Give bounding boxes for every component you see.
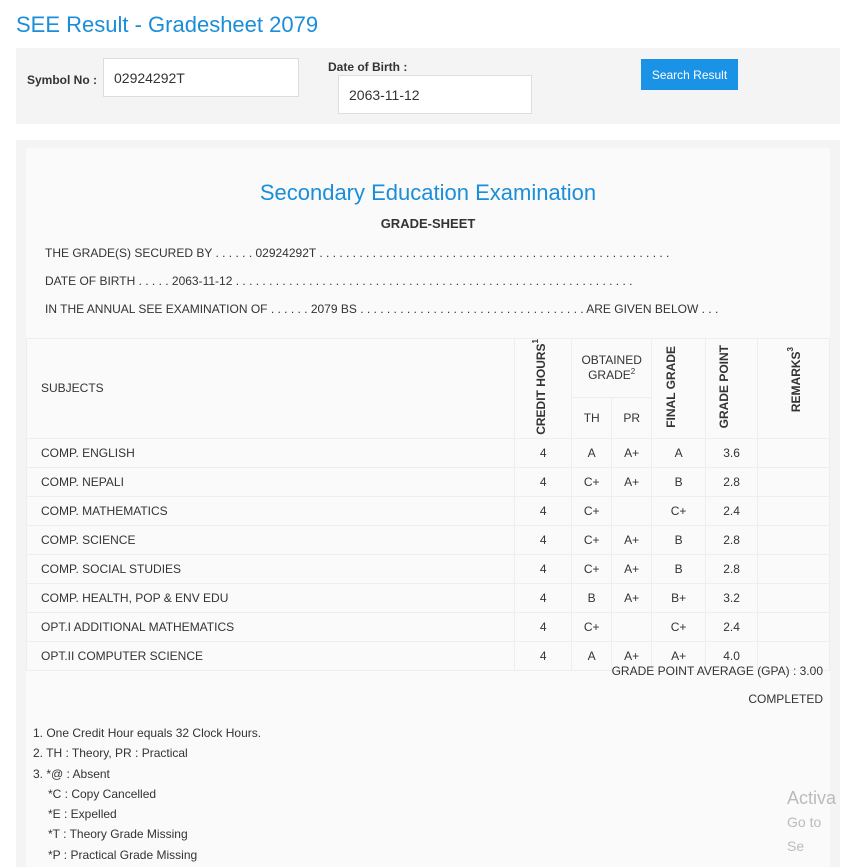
header-obtained-grade: OBTAINED GRADE2 (571, 338, 653, 398)
secured-by-line: THE GRADE(S) SECURED BY . . . . . . 0292… (45, 246, 670, 260)
cell-subject: OPT.II COMPUTER SCIENCE (25, 640, 516, 671)
gpa: GRADE POINT AVERAGE (GPA) : 3.00 (611, 664, 823, 678)
cell-credit: 4 (514, 611, 573, 642)
cell-final: B (651, 466, 707, 497)
footnote: 2. TH : Theory, PR : Practical (33, 746, 188, 761)
cell-subject: OPT.I ADDITIONAL MATHEMATICS (25, 611, 516, 642)
cell-final: C+ (651, 495, 707, 526)
cell-final: B (651, 524, 707, 555)
header-pr: PR (611, 396, 653, 439)
cell-credit: 4 (514, 437, 573, 468)
table-row: COMP. SCIENCE 4 C+ A+ B 2.8 (25, 524, 830, 555)
cell-pr: A+ (611, 582, 653, 613)
cell-pr: A+ (611, 524, 653, 555)
cell-th: B (571, 582, 613, 613)
footnote: *T : Theory Grade Missing (48, 827, 188, 842)
footnote: *C : Copy Cancelled (48, 786, 157, 801)
cell-th: A (571, 640, 613, 671)
footnote: 3. *@ : Absent (33, 766, 110, 781)
cell-pr: A+ (611, 553, 653, 584)
cell-pr: A+ (611, 640, 653, 671)
exam-title: Secondary Education Examination (259, 180, 597, 205)
footnote: *E : Expelled (48, 807, 117, 822)
cell-credit: 4 (514, 582, 573, 613)
symbol-label: Symbol No : (27, 73, 98, 87)
cell-th: C+ (571, 495, 613, 526)
cell-point: 2.8 (705, 466, 759, 497)
cell-remarks (757, 582, 830, 613)
header-grade-point: GRADE POINT (705, 338, 759, 439)
dob-input[interactable]: 2063-11-12 (338, 75, 532, 114)
cell-subject: COMP. NEPALI (25, 466, 516, 497)
watermark-line: Go to Se (787, 814, 822, 854)
header-final-grade: FINAL GRADE (651, 338, 707, 439)
dob-line: DATE OF BIRTH . . . . . 2063-11-12 . . .… (45, 274, 633, 288)
footnote: 1. One Credit Hour equals 32 Clock Hours… (33, 726, 262, 740)
cell-point: 4.0 (705, 640, 759, 671)
header-th: TH (571, 396, 613, 439)
cell-credit: 4 (514, 524, 573, 555)
grade-sheet-heading: GRADE-SHEET (380, 216, 476, 231)
cell-point: 2.4 (705, 495, 759, 526)
exam-line: IN THE ANNUAL SEE EXAMINATION OF . . . .… (45, 302, 719, 316)
cell-pr (611, 495, 653, 526)
header-credit-hours: CREDIT HOURS1 (514, 338, 573, 439)
cell-credit: 4 (514, 466, 573, 497)
cell-remarks (757, 495, 830, 526)
table-row: COMP. MATHEMATICS 4 C+ C+ 2.4 (25, 495, 830, 526)
cell-remarks (757, 640, 830, 671)
cell-th: C+ (571, 524, 613, 555)
symbol-input[interactable]: 02924292T (103, 58, 299, 97)
cell-remarks (757, 437, 830, 468)
cell-final: B (651, 553, 707, 584)
cell-subject: COMP. HEALTH, POP & ENV EDU (25, 582, 516, 613)
footnote: *P : Practical Grade Missing (48, 847, 198, 862)
header-remarks: REMARKS3 (757, 338, 830, 439)
table-row: COMP. SOCIAL STUDIES 4 C+ A+ B 2.8 (25, 553, 830, 584)
cell-point: 3.2 (705, 582, 759, 613)
cell-credit: 4 (514, 553, 573, 584)
cell-remarks (757, 553, 830, 584)
header-subjects: SUBJECTS (25, 338, 516, 439)
cell-final: C+ (651, 611, 707, 642)
cell-subject: COMP. MATHEMATICS (25, 495, 516, 526)
table-row: COMP. HEALTH, POP & ENV EDU 4 B A+ B+ 3.2 (25, 582, 830, 613)
cell-subject: COMP. SOCIAL STUDIES (25, 553, 516, 584)
cell-final: A+ (651, 640, 707, 671)
cell-point: 3.6 (705, 437, 759, 468)
cell-final: A (651, 437, 707, 468)
dob-label: Date of Birth : (328, 60, 408, 74)
activation-watermark: Activa Go to Se (787, 786, 841, 858)
grades-table: SUBJECTS CREDIT HOURS1 OBTAINED GRADE2 F… (25, 338, 830, 671)
cell-credit: 4 (514, 495, 573, 526)
result-status: COMPLETED (748, 692, 823, 706)
cell-th: C+ (571, 466, 613, 497)
table-row: OPT.I ADDITIONAL MATHEMATICS 4 C+ C+ 2.4 (25, 611, 830, 642)
grade-sheet: Secondary Education Examination GRADE-SH… (16, 140, 840, 867)
page-title: SEE Result - Gradesheet 2079 (16, 12, 319, 37)
search-result-button[interactable]: Search Result (641, 59, 738, 90)
cell-final: B+ (651, 582, 707, 613)
cell-pr: A+ (611, 437, 653, 468)
cell-point: 2.8 (705, 553, 759, 584)
table-row: COMP. NEPALI 4 C+ A+ B 2.8 (25, 466, 830, 497)
cell-th: A (571, 437, 613, 468)
cell-pr (611, 611, 653, 642)
footnotes: 1. One Credit Hour equals 32 Clock Hours… (33, 723, 261, 865)
cell-remarks (757, 524, 830, 555)
cell-point: 2.8 (705, 524, 759, 555)
cell-remarks (757, 611, 830, 642)
cell-th: C+ (571, 611, 613, 642)
table-row: COMP. ENGLISH 4 A A+ A 3.6 (25, 437, 830, 468)
watermark-line: Activa (787, 788, 837, 808)
cell-remarks (757, 466, 830, 497)
search-panel: Symbol No : 02924292T Date of Birth : 20… (16, 48, 840, 124)
cell-pr: A+ (611, 466, 653, 497)
cell-credit: 4 (514, 640, 573, 671)
cell-subject: COMP. ENGLISH (25, 437, 516, 468)
table-row: OPT.II COMPUTER SCIENCE 4 A A+ A+ 4.0 (25, 640, 830, 671)
cell-point: 2.4 (705, 611, 759, 642)
cell-subject: COMP. SCIENCE (25, 524, 516, 555)
cell-th: C+ (571, 553, 613, 584)
